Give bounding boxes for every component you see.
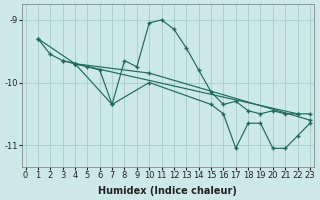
X-axis label: Humidex (Indice chaleur): Humidex (Indice chaleur) (98, 186, 237, 196)
